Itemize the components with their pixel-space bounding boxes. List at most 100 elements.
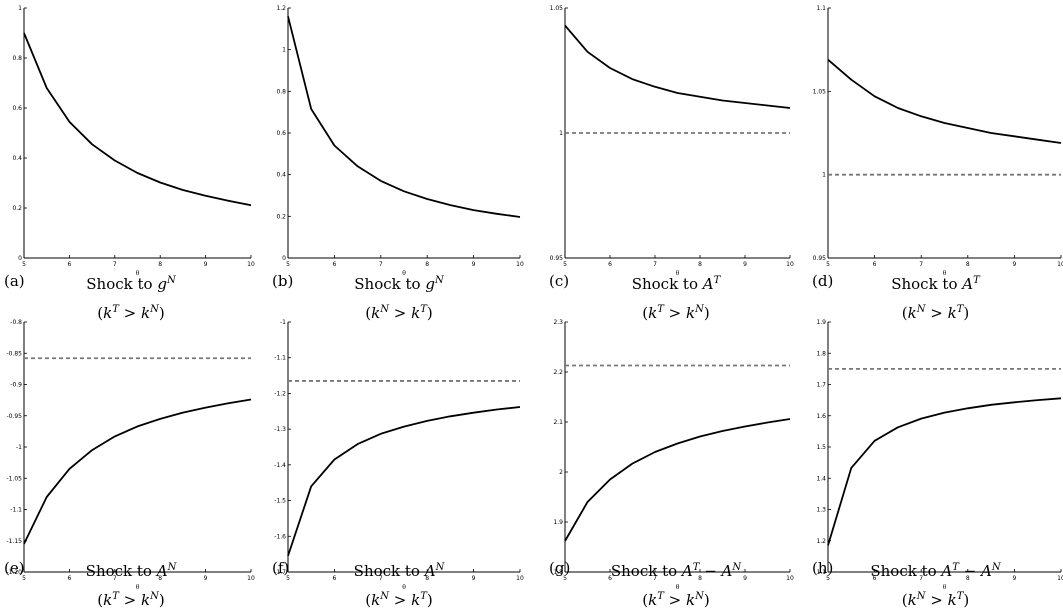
x-axis-label: θ (676, 584, 680, 591)
x-tick-label: 9 (204, 575, 208, 582)
y-tick-label: -1 (280, 319, 286, 326)
x-axis-label: θ (136, 270, 140, 277)
x-tick-label: 6 (332, 261, 336, 268)
y-tick-label: -0.95 (6, 413, 22, 420)
y-tick-label: -1.6 (274, 533, 286, 540)
y-tick-label: 2.1 (553, 419, 563, 426)
x-axis-label: θ (402, 584, 406, 591)
y-tick-label: 0.8 (276, 88, 286, 95)
x-tick-label: 5 (22, 575, 26, 582)
y-tick-label: 1 (282, 47, 286, 54)
x-tick-label: 10 (247, 575, 255, 582)
series-line (564, 24, 791, 109)
x-tick-label: 10 (516, 575, 524, 582)
x-tick-label: 5 (563, 575, 567, 582)
chart-5: 5 6 7 8 9 10 θ -1.20 -1.15 -1.1 -1.05 -1 -0.95 -0.9 -0… (6, 319, 255, 591)
caption-condition: (kN > kT) (901, 304, 970, 322)
x-tick-label: 5 (563, 261, 567, 268)
x-axis-label: θ (402, 270, 406, 277)
y-tick-label: -0.85 (6, 350, 22, 357)
caption-condition: (kT > kN) (642, 591, 710, 609)
y-tick-label: 1.2 (816, 538, 826, 545)
x-tick-label: 7 (113, 261, 117, 268)
x-tick-label: 8 (698, 575, 702, 582)
x-tick-label: 8 (425, 261, 429, 268)
x-tick-label: 8 (425, 575, 429, 582)
caption-letter: (f) (272, 559, 290, 577)
chart-2: 5 6 7 8 9 10 θ 0 0.2 0.4 0.6 0.8 1 1.2 (276, 5, 524, 277)
y-tick-label: 0 (282, 255, 286, 262)
y-tick-label: 2.3 (553, 319, 563, 326)
x-tick-label: 7 (919, 261, 923, 268)
series-line (827, 59, 1062, 144)
y-tick-label: 1.4 (816, 475, 826, 482)
y-tick-label: -1.7 (274, 569, 286, 576)
x-tick-label: 10 (786, 575, 794, 582)
x-tick-label: 5 (826, 261, 830, 268)
y-tick-label: -1.3 (274, 426, 286, 433)
caption-letter: (d) (812, 272, 834, 290)
caption-title: Shock to AT − AN (870, 562, 1001, 580)
caption-title: Shock to gN (354, 275, 444, 293)
caption-6: (f) Shock to AN (kN > kT) (268, 555, 530, 613)
caption-condition: (kT > kN) (97, 304, 165, 322)
x-tick-label: 5 (286, 575, 290, 582)
x-tick-label: 9 (743, 261, 747, 268)
caption-7: (g) Shock to AT − AN (kT > kN) (545, 555, 807, 613)
y-tick-label: 0.6 (276, 130, 286, 137)
y-tick-label: 0.2 (12, 205, 22, 212)
caption-letter: (b) (272, 272, 294, 290)
x-tick-label: 6 (332, 575, 336, 582)
x-tick-label: 10 (1057, 575, 1063, 582)
y-tick-label: -1.1 (274, 355, 286, 362)
series-line (287, 16, 521, 218)
y-tick-label: -1 (16, 444, 22, 451)
y-tick-label: 1.6 (816, 413, 826, 420)
caption-3: (c) Shock to AT (kT > kN) (545, 268, 807, 326)
caption-4: (d) Shock to AT (kN > kT) (808, 268, 1063, 326)
x-tick-label: 6 (873, 575, 877, 582)
y-tick-label: -1.5 (274, 498, 286, 505)
chart-8: 5 6 7 8 9 10 θ 1.1 1.2 1.3 1.4 1.5 1.6 1.7 1.8 1.9 (816, 319, 1063, 591)
caption-condition: (kT > kN) (97, 591, 165, 609)
y-tick-label: 2.2 (553, 369, 563, 376)
y-tick-label: 1.9 (553, 519, 563, 526)
caption-title: Shock to AN (353, 562, 445, 580)
x-axis-label: θ (943, 584, 947, 591)
series-line (827, 397, 1062, 546)
chart-1: 5 6 7 8 9 10 θ 0 0.2 0.4 0.6 0.8 1 (12, 5, 255, 277)
series-line (23, 32, 252, 207)
y-tick-label: -1.2 (274, 390, 286, 397)
x-tick-label: 7 (919, 575, 923, 582)
y-tick-label: 1.05 (813, 88, 827, 95)
x-tick-label: 9 (472, 575, 476, 582)
x-tick-label: 7 (653, 575, 657, 582)
x-tick-label: 8 (158, 261, 162, 268)
y-tick-label: 1.9 (816, 319, 826, 326)
x-tick-label: 10 (1057, 261, 1063, 268)
y-tick-label: 1.8 (816, 350, 826, 357)
x-tick-label: 5 (826, 575, 830, 582)
y-tick-label: 0.4 (12, 155, 22, 162)
y-tick-label: 1.8 (553, 569, 563, 576)
x-tick-label: 7 (113, 575, 117, 582)
y-tick-label: -1.1 (10, 507, 22, 514)
y-tick-label: -1.4 (274, 462, 286, 469)
series-line (287, 406, 521, 557)
y-tick-label: 1 (822, 172, 826, 179)
x-tick-label: 7 (379, 575, 383, 582)
y-tick-label: 0.8 (12, 55, 22, 62)
y-tick-label: 1.1 (816, 5, 826, 12)
series-line (564, 418, 791, 542)
caption-title: Shock to AT (631, 275, 721, 293)
caption-condition: (kN > kT) (901, 591, 970, 609)
y-tick-label: -1.15 (6, 538, 22, 545)
y-tick-label: -0.9 (10, 382, 22, 389)
y-tick-label: 0.95 (813, 255, 827, 262)
caption-1: (a) Shock to gN (kT > kN) (0, 268, 262, 326)
x-tick-label: 6 (67, 575, 71, 582)
x-tick-label: 6 (67, 261, 71, 268)
x-tick-label: 8 (158, 575, 162, 582)
x-tick-label: 9 (1012, 261, 1016, 268)
